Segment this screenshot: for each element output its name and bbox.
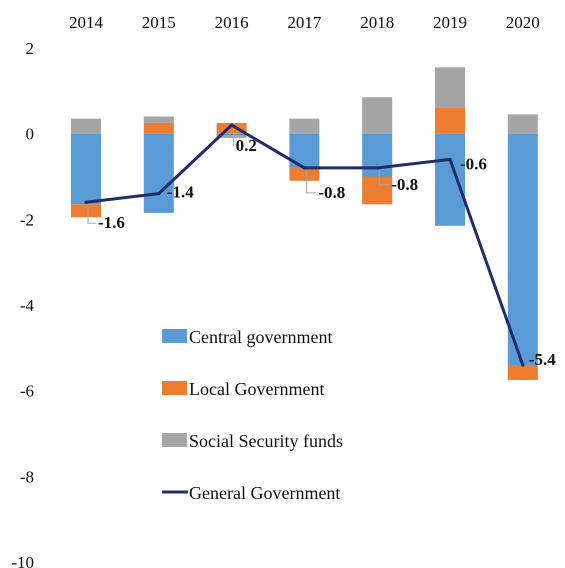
general-government-point: [375, 166, 379, 170]
data-label: -0.6: [460, 154, 487, 173]
bar-local-government: [71, 204, 101, 218]
bar-social-security-funds: [143, 116, 174, 123]
y-tick-label: -4: [20, 296, 35, 315]
general-government-point: [84, 200, 88, 204]
legend-swatch: [162, 329, 187, 343]
bar-local-government: [435, 107, 465, 134]
bar-central-government: [143, 133, 174, 213]
bar-local-government: [216, 122, 247, 134]
bar-central-government: [435, 133, 465, 226]
y-tick-label: -2: [20, 210, 34, 229]
bar-central-government: [507, 133, 538, 365]
bar-social-security-funds: [435, 67, 465, 108]
axis-layer: 2 0 -2 -4 -6 -8 -10 2014 2015 2016 2017 2018 2019 202…: [11, 13, 539, 568]
general-government-point: [521, 363, 525, 367]
general-government-point: [157, 192, 161, 196]
general-government-point: [230, 123, 234, 127]
data-label: 0.2: [236, 136, 257, 155]
x-category-label: 2016: [215, 13, 249, 32]
bar-central-government: [216, 133, 247, 136]
bar-local-government: [143, 122, 174, 134]
bar-local-government: [289, 167, 320, 181]
legend-label: Social Security funds: [189, 431, 343, 451]
bar-social-security-funds: [71, 118, 101, 134]
y-tick-label: 2: [26, 39, 35, 58]
data-label-leader-line: [305, 170, 317, 194]
data-label: -0.8: [391, 175, 418, 194]
bar-social-security-funds: [289, 118, 320, 134]
data-label: -0.8: [318, 183, 345, 202]
data-label: -5.4: [529, 350, 556, 369]
data-label: -1.4: [167, 183, 194, 202]
legend-swatch: [162, 381, 187, 395]
y-tick-label: -10: [11, 553, 34, 568]
legend-label: General Government: [189, 483, 340, 503]
x-category-label: 2017: [287, 13, 322, 32]
line-layer: [84, 123, 525, 367]
bar-central-government: [362, 133, 393, 177]
data-label-leader-line: [87, 205, 96, 224]
legend-swatch: [162, 433, 187, 447]
bar-local-government: [362, 176, 393, 205]
bar-social-security-funds: [362, 97, 393, 134]
y-tick-label: -6: [20, 382, 34, 401]
general-government-point: [302, 166, 306, 170]
general-government-point: [448, 157, 452, 161]
bar-central-government: [71, 133, 101, 205]
x-category-label: 2019: [433, 13, 467, 32]
legend-label: Central government: [189, 327, 332, 347]
labels-layer: -1.6 -1.4 0.2 -0.8 -0.8 -0.6 -5.4: [98, 136, 556, 369]
bar-social-security-funds: [507, 114, 538, 134]
bar-local-government: [507, 364, 538, 380]
data-label: -1.6: [98, 213, 125, 232]
y-tick-label: -8: [20, 467, 34, 486]
x-category-label: 2020: [506, 13, 540, 32]
legend-label: Local Government: [189, 379, 324, 399]
x-category-label: 2014: [69, 13, 104, 32]
x-category-label: 2018: [360, 13, 394, 32]
bar-social-security-funds: [216, 135, 247, 138]
y-tick-label: 0: [26, 125, 35, 144]
legend-layer: Central government Local Government Social…: [162, 327, 343, 503]
x-category-label: 2015: [142, 13, 176, 32]
data-label-leader-line: [378, 170, 390, 186]
leader-layer: [87, 128, 390, 224]
